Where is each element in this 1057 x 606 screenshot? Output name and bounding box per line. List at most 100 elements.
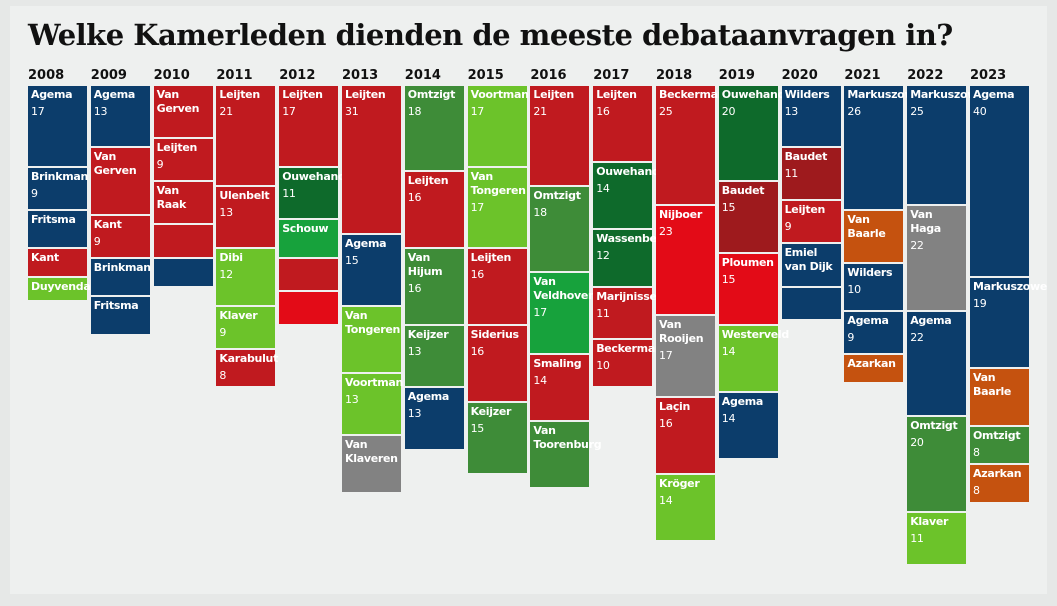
member-name: Baudet: [721, 184, 765, 197]
block: Van Toorenburg: [530, 422, 602, 488]
block: Smaling 14: [530, 354, 590, 420]
block: Siderius 16: [467, 326, 527, 401]
block: Leijten 9: [153, 138, 213, 180]
member-name: Van Baarle: [847, 212, 886, 240]
block: Agema 13: [90, 86, 150, 147]
request-count: 14: [721, 412, 736, 426]
request-count: 12: [219, 268, 233, 282]
request-count: 20: [910, 436, 924, 450]
member-name: Siderius: [470, 328, 520, 341]
block: Agema 9: [844, 311, 904, 353]
request-count: 16: [470, 345, 485, 358]
member-name: Omtzigt: [533, 188, 581, 202]
member-name: Van Tongeren: [470, 169, 526, 197]
block: Kant 9: [90, 215, 150, 257]
request-count: 16: [407, 282, 422, 296]
member-name: Van Haga: [910, 208, 941, 235]
request-count: 14: [596, 181, 610, 195]
block: Van Hijum 16: [404, 249, 464, 324]
block: Leijten 31: [342, 86, 401, 233]
block: Agema 13: [404, 388, 464, 449]
member-name: Klaver: [910, 515, 949, 529]
request-count: 25: [910, 105, 924, 118]
member-name: Markuszower: [847, 88, 927, 101]
block: [153, 225, 213, 257]
member-name: Leijten: [533, 88, 574, 101]
request-count: 17: [659, 349, 673, 363]
block: Markuszower 26: [844, 86, 927, 209]
member-name: Agema: [345, 236, 387, 250]
request-count: 19: [973, 297, 987, 310]
block: Leijten 17: [279, 86, 339, 166]
block: Brinkman 9: [28, 167, 89, 209]
member-name: Emiel van Dijk: [784, 246, 833, 274]
request-count: 16: [470, 268, 485, 282]
block: Fritsma: [28, 210, 87, 248]
block: Leijten 16: [593, 86, 653, 161]
block: Van Gerven: [90, 148, 150, 214]
member-name: Keijzer: [470, 404, 512, 418]
member-name: Voortman: [345, 376, 404, 389]
member-name: Marijnissen: [596, 289, 665, 303]
block: Beckerman 10: [593, 340, 663, 387]
member-name: Nijboer: [659, 208, 702, 221]
request-count: 14: [721, 345, 736, 358]
block: Leijten 16: [404, 172, 464, 248]
block: Omtzigt 18: [404, 86, 464, 171]
member-name: Ulenbelt: [219, 188, 270, 202]
block: [153, 258, 213, 286]
request-count: 9: [156, 157, 164, 171]
block: Klaver 9: [216, 306, 276, 348]
block: Karabulut 8: [216, 350, 278, 387]
member-name: Beckerman: [659, 88, 726, 101]
block: Van Raak: [153, 182, 213, 224]
block: Leijten 21: [530, 86, 590, 185]
block: Westerveld 14: [718, 326, 789, 392]
request-count: 11: [282, 186, 296, 200]
block: Van Tongeren: [342, 306, 401, 372]
member-name: Kröger: [659, 476, 700, 490]
member-name: Wilders: [784, 88, 830, 101]
member-name: Kant: [31, 251, 59, 265]
member-name: Omtzigt: [973, 428, 1021, 442]
member-name: Voortman: [470, 88, 529, 101]
block: Van Tongeren 17: [467, 167, 527, 248]
request-count: 9: [31, 186, 38, 200]
member-name: Agema: [93, 88, 136, 101]
member-name: Azarkan: [973, 467, 1022, 481]
block: Baudet 15: [718, 182, 778, 252]
request-count: 13: [407, 345, 422, 358]
request-count: 8: [973, 484, 980, 498]
block: Leijten 21: [216, 86, 276, 185]
block: Ouwehand 14: [593, 162, 660, 228]
block: Duyvendak: [28, 278, 98, 300]
block: Voortman 17: [467, 86, 529, 166]
member-name: Klaver: [219, 308, 258, 322]
request-count: 11: [784, 167, 799, 181]
block: Van Klaveren: [342, 436, 401, 492]
block: Dibi 12: [216, 249, 276, 305]
block: Omtzigt 8: [970, 426, 1029, 464]
year-label: 2013: [342, 68, 379, 83]
member-name: Van Baarle: [973, 371, 1012, 399]
request-count: 13: [784, 105, 799, 118]
request-count: 15: [470, 421, 485, 435]
block: Keijzer 13: [404, 326, 464, 387]
chart-title: Welke Kamerleden dienden de meeste debat…: [28, 18, 953, 52]
member-name: Ouwehand: [721, 88, 786, 101]
member-name: Leijten: [345, 88, 386, 101]
request-count: 25: [659, 105, 673, 118]
block: Van Veldhoven 17: [530, 273, 596, 353]
block: Agema 22: [907, 311, 967, 416]
request-count: 15: [721, 201, 736, 214]
member-name: Brinkman: [31, 169, 89, 183]
member-name: Van Toorenburg: [533, 424, 602, 451]
year-label: 2016: [530, 68, 567, 83]
year-label: 2012: [279, 68, 316, 83]
request-count: 16: [407, 191, 422, 205]
request-count: 31: [345, 105, 359, 118]
block: Agema 40: [970, 86, 1029, 276]
block: Ouwehand 11: [279, 167, 346, 219]
member-name: Wassenberg: [596, 232, 670, 245]
block: Van Haga 22: [907, 206, 967, 310]
